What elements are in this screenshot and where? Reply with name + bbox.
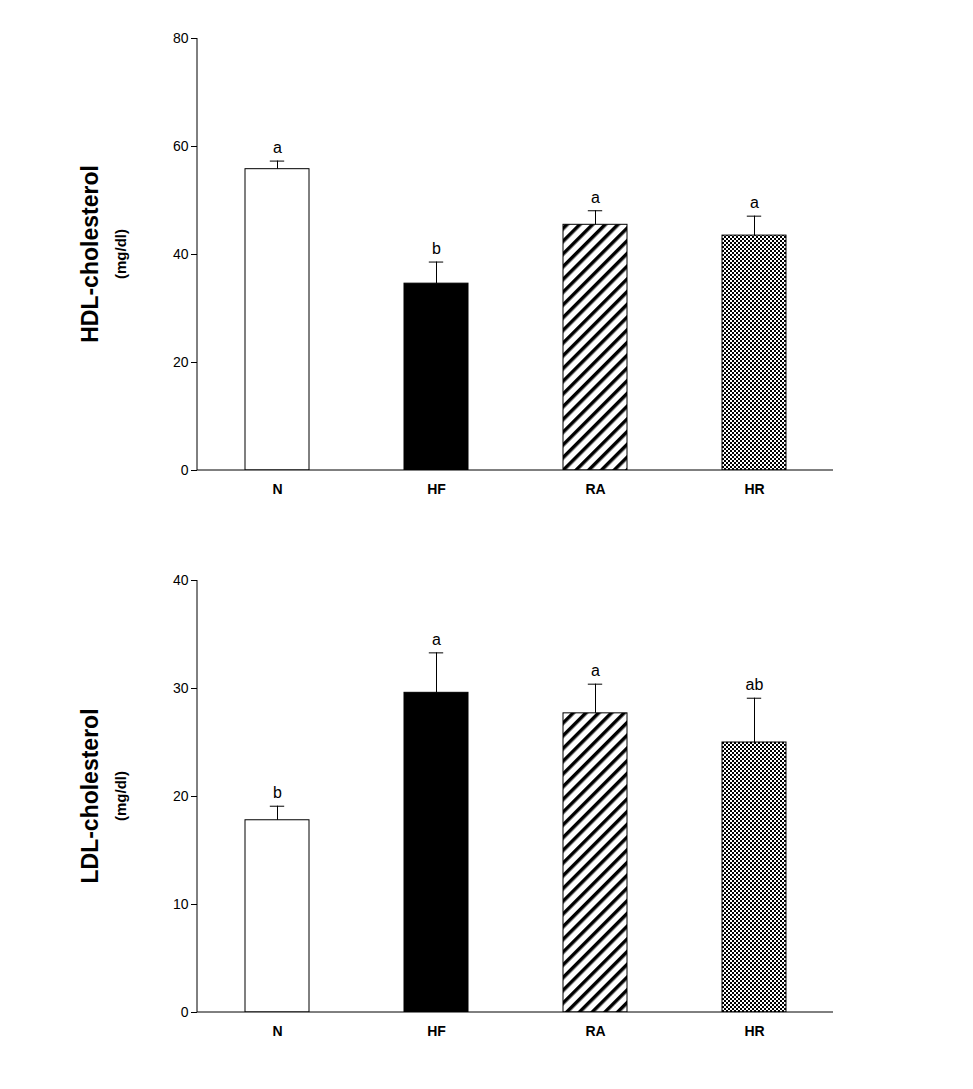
svg-text:20: 20 — [173, 354, 189, 370]
svg-text:0: 0 — [181, 462, 189, 478]
svg-text:40: 40 — [173, 246, 189, 262]
svg-text:40: 40 — [173, 572, 189, 588]
svg-text:80: 80 — [173, 30, 189, 46]
svg-text:0: 0 — [181, 1004, 189, 1020]
svg-text:HDL-cholesterol: HDL-cholesterol — [77, 165, 103, 343]
svg-text:b: b — [273, 784, 282, 801]
svg-text:RA: RA — [585, 1023, 605, 1039]
svg-text:20: 20 — [173, 788, 189, 804]
svg-text:a: a — [591, 662, 600, 679]
svg-text:a: a — [273, 139, 282, 156]
svg-text:10: 10 — [173, 896, 189, 912]
svg-text:30: 30 — [173, 680, 189, 696]
svg-text:b: b — [432, 240, 441, 257]
svg-text:a: a — [750, 194, 759, 211]
svg-text:60: 60 — [173, 138, 189, 154]
svg-text:RA: RA — [585, 481, 605, 497]
svg-text:ab: ab — [746, 676, 764, 693]
svg-text:HF: HF — [427, 1023, 446, 1039]
svg-text:LDL-cholesterol: LDL-cholesterol — [77, 708, 103, 883]
svg-text:a: a — [591, 189, 600, 206]
svg-text:(mg/dl): (mg/dl) — [112, 771, 129, 821]
svg-text:HR: HR — [744, 481, 764, 497]
svg-text:a: a — [432, 631, 441, 648]
svg-text:(mg/dl): (mg/dl) — [112, 229, 129, 279]
svg-text:N: N — [272, 1023, 282, 1039]
svg-text:HR: HR — [744, 1023, 764, 1039]
svg-text:HF: HF — [427, 481, 446, 497]
svg-text:N: N — [272, 481, 282, 497]
